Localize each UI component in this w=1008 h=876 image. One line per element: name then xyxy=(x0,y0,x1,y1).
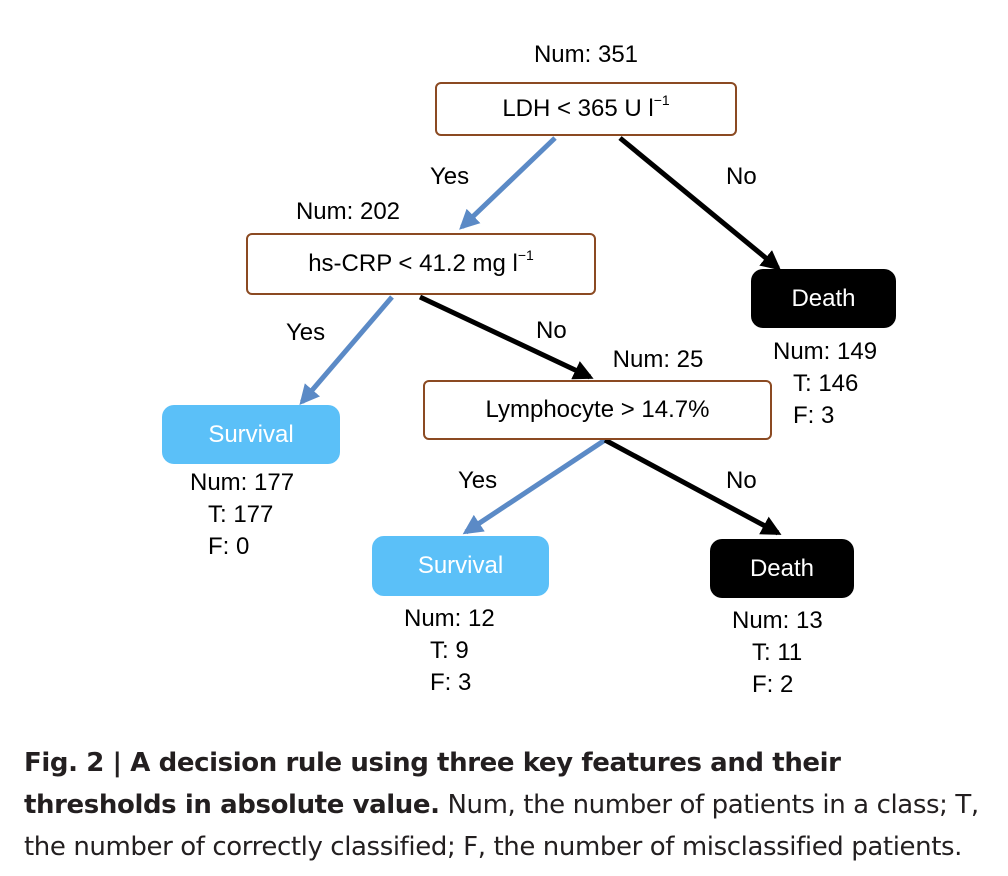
leaf-survival-1-label: Survival xyxy=(208,420,294,448)
lymph-condition: Lymphocyte > 14.7% xyxy=(485,396,710,423)
crp-no-label: No xyxy=(536,317,567,344)
leaf-death-2-stats: Num: 13 T: 11 F: 2 xyxy=(732,605,823,701)
leaf-death-ldh: Death xyxy=(751,269,896,328)
leaf-death-lymph: Death xyxy=(710,539,854,598)
leaf-survival-1-stats: Num: 177 T: 177 F: 0 xyxy=(190,467,294,563)
leaf-survival-lymph: Survival xyxy=(372,536,549,596)
leaf-survival-2-num: Num: 12 xyxy=(404,605,495,632)
lymph-no-label: No xyxy=(726,467,757,494)
caption-title: Fig. 2 | A decision rule using three key… xyxy=(24,748,841,820)
root-node-ldh: LDH < 365 U l −1 xyxy=(435,82,737,136)
leaf-survival-2-f: F: 3 xyxy=(430,669,472,696)
leaf-survival-2-label: Survival xyxy=(417,552,504,579)
leaf-death-1-num: Num: 149 xyxy=(773,338,878,365)
leaf-death-2-f: F: 2 xyxy=(752,671,794,698)
root-yes-label: Yes xyxy=(430,163,470,190)
decision-tree-edges xyxy=(299,136,782,536)
leaf-survival-1-num: Num: 177 xyxy=(190,469,295,496)
root-no-label: No xyxy=(726,163,757,190)
leaf-death-1-t: T: 146 xyxy=(793,370,859,397)
leaf-survival-1-t: T: 177 xyxy=(208,501,274,528)
root-num: Num: 351 xyxy=(533,41,639,68)
leaf-survival-2-t: T: 9 xyxy=(430,637,469,664)
figure-caption: Fig. 2 | A decision rule using three key… xyxy=(24,742,996,868)
edge-crp-no xyxy=(418,294,594,380)
leaf-death-1-stats: Num: 149 T: 146 F: 3 xyxy=(773,336,877,432)
edge-root-yes xyxy=(459,136,557,230)
crp-condition: hs-CRP < 41.2 mg l xyxy=(308,250,518,277)
edge-crp-yes xyxy=(299,295,394,406)
lymph-yes-label: Yes xyxy=(458,467,498,494)
caption-body: Num, the number of patients in a class; … xyxy=(24,790,979,862)
leaf-death-1-label: Death xyxy=(791,284,856,312)
node-lymphocyte: Lymphocyte > 14.7% xyxy=(423,380,772,440)
leaf-survival-2-stats: Num: 12 T: 9 F: 3 xyxy=(404,603,495,699)
lymph-num: Num: 25 xyxy=(612,346,704,373)
root-condition: LDH < 365 U l xyxy=(502,95,654,122)
leaf-survival-crp: Survival xyxy=(162,405,340,464)
edge-root-no xyxy=(618,136,782,271)
leaf-death-2-num: Num: 13 xyxy=(732,607,823,634)
crp-num: Num: 202 xyxy=(295,198,401,225)
leaf-death-1-f: F: 3 xyxy=(793,402,835,429)
edge-lymph-no xyxy=(603,437,782,536)
edge-lymph-yes xyxy=(462,437,607,535)
leaf-death-2-label: Death xyxy=(749,554,815,582)
leaf-survival-1-f: F: 0 xyxy=(208,533,250,560)
leaf-death-2-t: T: 11 xyxy=(752,639,803,666)
crp-yes-label: Yes xyxy=(286,319,326,346)
node-hs-crp: hs-CRP < 41.2 mg l −1 xyxy=(246,233,596,295)
